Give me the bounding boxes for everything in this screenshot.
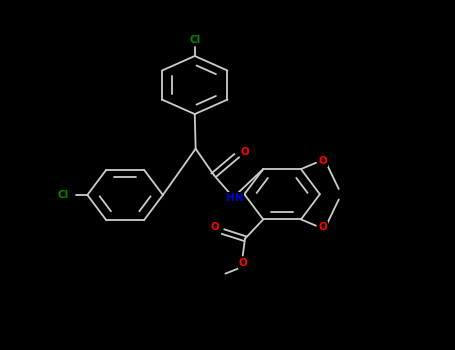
Text: O: O xyxy=(238,258,247,268)
Text: Cl: Cl xyxy=(58,190,69,200)
Text: O: O xyxy=(318,222,327,232)
Text: O: O xyxy=(211,223,219,232)
Text: O: O xyxy=(240,147,249,156)
Text: HN: HN xyxy=(226,193,243,203)
Text: O: O xyxy=(318,156,327,166)
Text: Cl: Cl xyxy=(189,35,200,44)
